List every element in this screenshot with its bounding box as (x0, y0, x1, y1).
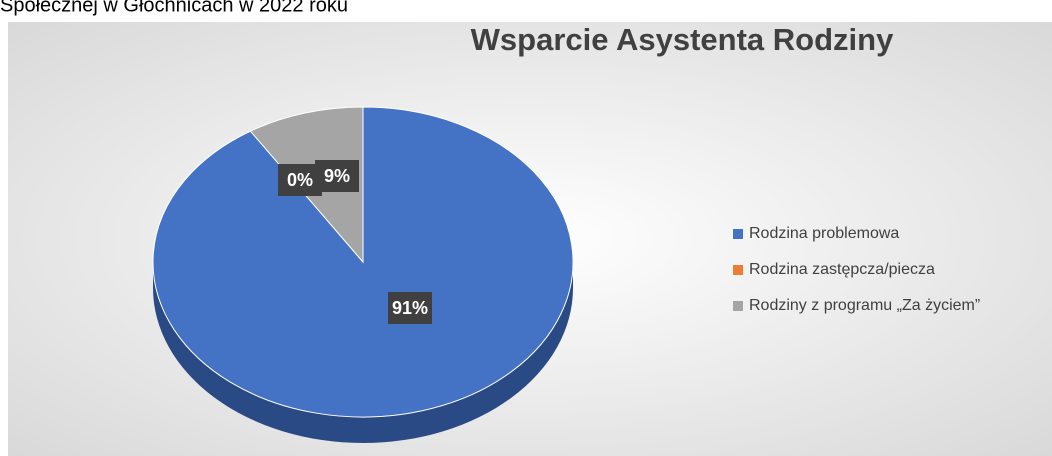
data-label-box (388, 292, 432, 324)
pie: 91% 0% 9% (152, 106, 574, 443)
pie-side (153, 262, 573, 443)
legend-swatch (733, 265, 743, 275)
header-text: Społecznej w Głochnicach w 2022 roku (0, 0, 348, 16)
legend: Rodzina problemowa Rodzina zastępcza/piec… (733, 225, 980, 314)
data-label-box (315, 160, 359, 192)
data-label-box (278, 164, 322, 196)
legend-label: Rodzina problemowa (749, 225, 899, 242)
legend-swatch (733, 301, 743, 311)
legend-label: Rodzina zastępcza/piecza (749, 261, 935, 278)
legend-label: Rodziny z programu „Za życiem” (749, 297, 980, 314)
data-label: 0% (287, 170, 313, 190)
data-label: 91% (392, 298, 428, 318)
legend-swatch (733, 229, 743, 239)
chart-title: Wsparcie Asystenta Rodziny (471, 22, 894, 57)
data-label: 9% (324, 166, 350, 186)
